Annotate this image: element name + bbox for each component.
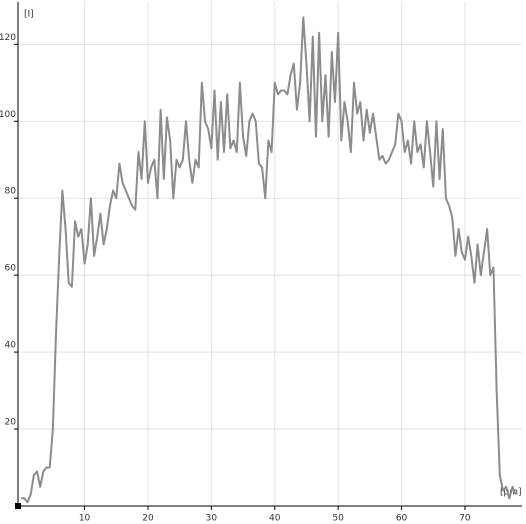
y-tick-label: 100 bbox=[0, 110, 16, 120]
x-tick-label: 40 bbox=[269, 514, 281, 524]
y-tick-label: 60 bbox=[5, 264, 17, 274]
x-tick-label: 30 bbox=[206, 514, 218, 524]
x-tick-label: 20 bbox=[142, 514, 154, 524]
x-tick-label: 70 bbox=[459, 514, 471, 524]
y-tick-label: 120 bbox=[0, 33, 16, 43]
x-tick-label: 50 bbox=[332, 514, 344, 524]
x-tick-label: 10 bbox=[79, 514, 91, 524]
y-axis-label: [I] bbox=[24, 10, 34, 20]
data-line bbox=[21, 16, 517, 504]
y-tick-label: 80 bbox=[5, 187, 17, 197]
y-tick-label: 40 bbox=[5, 341, 17, 351]
x-tick-label: 60 bbox=[396, 514, 408, 524]
origin-marker bbox=[15, 503, 21, 509]
y-tick-label: 20 bbox=[5, 418, 17, 428]
